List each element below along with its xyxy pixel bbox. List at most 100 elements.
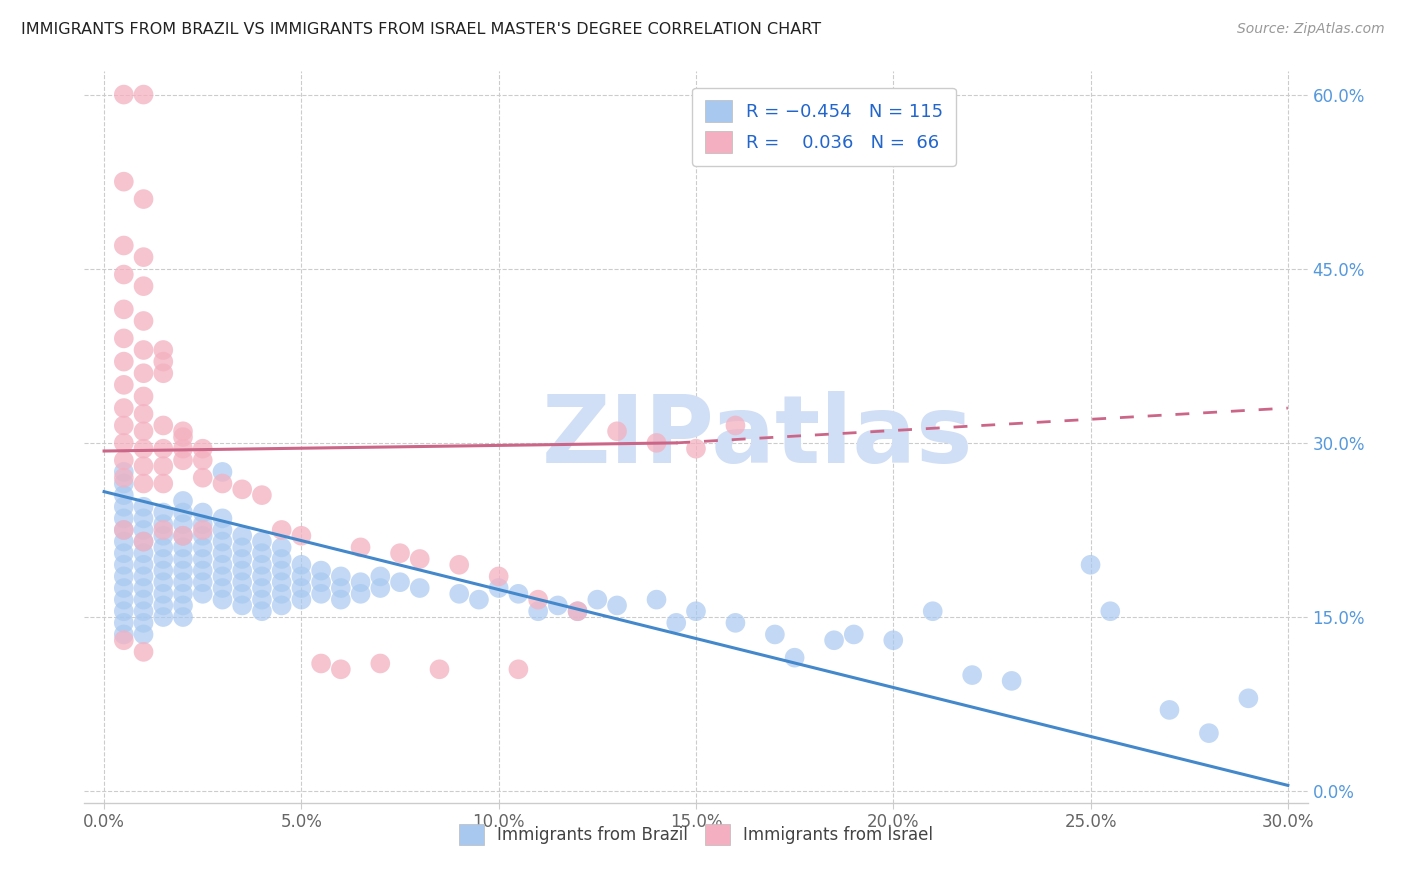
Point: [152, 418, 174, 433]
Point: [132, 407, 155, 421]
Point: [172, 442, 194, 456]
Point: [112, 500, 135, 514]
Point: [368, 657, 391, 671]
Point: [132, 314, 155, 328]
Point: [250, 581, 273, 595]
Point: [211, 592, 233, 607]
Point: [763, 627, 786, 641]
Point: [1099, 604, 1122, 618]
Point: [409, 581, 432, 595]
Point: [231, 483, 253, 497]
Point: [250, 488, 273, 502]
Point: [112, 87, 135, 102]
Point: [309, 564, 332, 578]
Point: [172, 453, 194, 467]
Point: [132, 581, 155, 595]
Point: [172, 506, 194, 520]
Point: [231, 529, 253, 543]
Point: [132, 87, 155, 102]
Point: [586, 592, 609, 607]
Point: [270, 564, 292, 578]
Point: [172, 587, 194, 601]
Point: [389, 575, 412, 590]
Point: [231, 599, 253, 613]
Point: [191, 541, 214, 555]
Point: [132, 424, 155, 438]
Point: [290, 529, 312, 543]
Point: [724, 615, 747, 630]
Point: [231, 552, 253, 566]
Point: [172, 552, 194, 566]
Point: [368, 581, 391, 595]
Point: [645, 436, 668, 450]
Point: [250, 558, 273, 572]
Point: [488, 569, 510, 583]
Point: [172, 529, 194, 543]
Point: [270, 575, 292, 590]
Point: [191, 453, 214, 467]
Point: [112, 604, 135, 618]
Point: [250, 604, 273, 618]
Point: [112, 471, 135, 485]
Point: [132, 604, 155, 618]
Point: [567, 604, 589, 618]
Point: [191, 506, 214, 520]
Point: [665, 615, 688, 630]
Text: Source: ZipAtlas.com: Source: ZipAtlas.com: [1237, 22, 1385, 37]
Point: [112, 418, 135, 433]
Point: [449, 558, 471, 572]
Point: [172, 564, 194, 578]
Point: [1237, 691, 1260, 706]
Point: [112, 377, 135, 392]
Point: [882, 633, 904, 648]
Point: [132, 250, 155, 264]
Point: [132, 279, 155, 293]
Legend: Immigrants from Brazil, Immigrants from Israel: Immigrants from Brazil, Immigrants from …: [450, 816, 942, 853]
Point: [211, 476, 233, 491]
Point: [112, 268, 135, 282]
Point: [290, 569, 312, 583]
Point: [211, 558, 233, 572]
Point: [132, 389, 155, 403]
Point: [172, 599, 194, 613]
Point: [724, 418, 747, 433]
Text: ZIPatlas: ZIPatlas: [541, 391, 973, 483]
Point: [112, 331, 135, 345]
Point: [132, 523, 155, 537]
Point: [152, 366, 174, 380]
Point: [290, 558, 312, 572]
Point: [152, 529, 174, 543]
Point: [290, 581, 312, 595]
Point: [132, 343, 155, 357]
Point: [132, 569, 155, 583]
Point: [152, 599, 174, 613]
Point: [250, 569, 273, 583]
Point: [132, 546, 155, 560]
Point: [349, 541, 371, 555]
Point: [270, 587, 292, 601]
Point: [823, 633, 845, 648]
Point: [329, 662, 352, 676]
Point: [309, 575, 332, 590]
Point: [527, 604, 550, 618]
Point: [172, 517, 194, 532]
Point: [1001, 673, 1024, 688]
Point: [329, 592, 352, 607]
Point: [645, 592, 668, 607]
Point: [231, 575, 253, 590]
Point: [172, 575, 194, 590]
Point: [132, 627, 155, 641]
Point: [152, 587, 174, 601]
Point: [172, 541, 194, 555]
Point: [152, 517, 174, 532]
Point: [309, 657, 332, 671]
Point: [211, 523, 233, 537]
Point: [152, 343, 174, 357]
Point: [172, 424, 194, 438]
Point: [250, 592, 273, 607]
Text: IMMIGRANTS FROM BRAZIL VS IMMIGRANTS FROM ISRAEL MASTER'S DEGREE CORRELATION CHA: IMMIGRANTS FROM BRAZIL VS IMMIGRANTS FRO…: [21, 22, 821, 37]
Point: [211, 511, 233, 525]
Point: [112, 511, 135, 525]
Point: [191, 587, 214, 601]
Point: [329, 569, 352, 583]
